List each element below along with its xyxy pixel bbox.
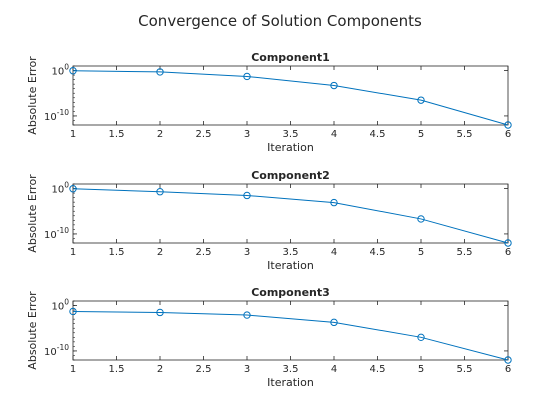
data-point [330, 318, 338, 327]
y-tick-exponent: 0 [64, 298, 69, 307]
y-tick-base: 10 [51, 67, 64, 78]
data-point [417, 96, 425, 104]
series-line [72, 188, 509, 244]
x-tick-label: 2.5 [196, 247, 212, 258]
axes-box [72, 65, 509, 126]
x-tick-label: 4 [331, 364, 337, 375]
x-tick-label: 5.5 [457, 247, 473, 258]
y-tick-label: 100 [51, 298, 69, 313]
y-tick-label: 10-10 [44, 108, 69, 123]
figure-title: Convergence of Solution Components [138, 12, 422, 30]
y-tick-exponent: -10 [57, 343, 69, 352]
x-axis-label: Iteration [267, 376, 314, 389]
x-tick-label: 4 [331, 247, 337, 258]
x-tick-label: 5 [418, 364, 424, 375]
x-axis-label: Iteration [267, 259, 314, 272]
data-point [504, 239, 512, 247]
x-axis-label: Iteration [267, 141, 314, 154]
x-tick-label: 3.5 [283, 129, 299, 140]
y-tick-base: 10 [44, 112, 57, 123]
x-tick-label: 1.5 [109, 247, 125, 258]
x-tick-label: 2.5 [196, 364, 212, 375]
x-tick-label: 5 [418, 247, 424, 258]
x-tick-label: 6 [505, 364, 511, 375]
y-tick-base: 10 [51, 185, 64, 196]
x-tick-label: 3.5 [283, 364, 299, 375]
y-tick-label: 100 [51, 63, 69, 78]
y-tick-exponent: -10 [57, 108, 69, 117]
data-point [156, 308, 164, 317]
subplot-title: Component1 [251, 51, 330, 64]
y-tick-exponent: 0 [64, 63, 69, 72]
x-tick-label: 1.5 [109, 364, 125, 375]
x-tick-label: 2 [157, 129, 163, 140]
x-tick-label: 3.5 [283, 247, 299, 258]
x-tick-label: 6 [505, 247, 511, 258]
y-tick-base: 10 [44, 347, 57, 358]
x-tick-label: 4.5 [370, 364, 386, 375]
subplot-title: Component2 [251, 169, 330, 182]
y-tick-exponent: -10 [57, 226, 69, 235]
x-tick-label: 1 [70, 364, 76, 375]
data-point [156, 188, 164, 196]
axes-box [72, 183, 509, 244]
x-tick-label: 2.5 [196, 129, 212, 140]
data-point [156, 68, 164, 76]
x-tick-label: 1.5 [109, 129, 125, 140]
x-tick-label: 5.5 [457, 364, 473, 375]
y-tick-label: 10-10 [44, 226, 69, 241]
data-point [69, 307, 77, 316]
data-point [330, 198, 338, 207]
series-line [72, 310, 509, 361]
y-axis-label: Absolute Error [26, 174, 39, 253]
x-tick-label: 2 [157, 247, 163, 258]
x-tick-label: 4.5 [370, 247, 386, 258]
x-tick-label: 3 [244, 364, 250, 375]
data-point [243, 191, 251, 200]
y-tick-base: 10 [44, 230, 57, 241]
x-tick-label: 4 [331, 129, 337, 140]
axes-box [72, 300, 509, 361]
data-point [243, 311, 251, 319]
data-point [243, 72, 251, 81]
x-tick-label: 5.5 [457, 129, 473, 140]
data-point [417, 333, 425, 342]
data-point [69, 185, 77, 193]
x-tick-label: 3 [244, 247, 250, 258]
y-tick-label: 10-10 [44, 343, 69, 358]
x-tick-label: 4.5 [370, 129, 386, 140]
series-line [72, 70, 509, 126]
x-tick-label: 2 [157, 364, 163, 375]
y-axis-label: Absolute Error [26, 56, 39, 135]
data-point [417, 215, 425, 223]
y-tick-base: 10 [51, 302, 64, 313]
data-point [330, 81, 338, 90]
y-tick-label: 100 [51, 181, 69, 196]
x-tick-label: 3 [244, 129, 250, 140]
y-tick-exponent: 0 [64, 181, 69, 190]
data-point [69, 67, 77, 75]
data-point [504, 356, 512, 364]
subplot-title: Component3 [251, 286, 330, 299]
x-tick-label: 6 [505, 129, 511, 140]
data-point [504, 121, 512, 129]
x-tick-label: 1 [70, 247, 76, 258]
x-tick-label: 5 [418, 129, 424, 140]
y-axis-label: Absolute Error [26, 291, 39, 370]
x-tick-label: 1 [70, 129, 76, 140]
